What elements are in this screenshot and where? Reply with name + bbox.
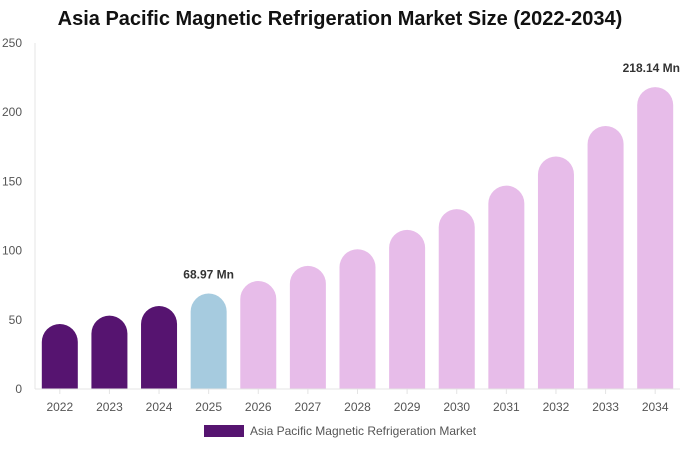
legend-swatch: [203, 425, 244, 437]
x-axis: 2022 2023 2024 2025 2026 2027 2028 2029 2030 2031…: [35, 388, 680, 414]
x-tick-label: 2030: [443, 400, 470, 414]
x-tick-label: 2022: [46, 400, 73, 414]
y-tick-label: 100: [2, 244, 22, 258]
x-tick-label: 2028: [344, 400, 371, 414]
x-tick-label: 2031: [493, 400, 520, 414]
chart-title: Asia Pacific Magnetic Refrigeration Mark…: [57, 8, 623, 30]
x-tick-label: 2024: [146, 400, 173, 414]
bar-2028: [339, 249, 376, 389]
bar-2029: [389, 229, 426, 389]
x-tick-label: 2025: [195, 400, 222, 414]
bar-2022: [41, 323, 78, 389]
y-tick-label: 250: [2, 36, 22, 50]
data-labels-group: 68.97 Mn 218.14 Mn: [183, 61, 680, 281]
bar-2027: [289, 265, 326, 389]
bar-2025: [190, 293, 227, 389]
bar-2034: [637, 87, 674, 389]
legend-label: Asia Pacific Magnetic Refrigeration Mark…: [249, 424, 477, 438]
data-label: 218.14 Mn: [623, 61, 680, 75]
bar-2032: [537, 156, 574, 389]
data-label: 68.97 Mn: [183, 268, 234, 282]
x-tick-label: 2034: [642, 400, 669, 414]
y-tick-label: 50: [9, 313, 23, 327]
y-axis: 0 50 100 150 200 250: [2, 36, 36, 396]
bars-group: [41, 87, 674, 390]
bar-2031: [488, 185, 525, 389]
x-tick-label: 2032: [543, 400, 570, 414]
y-tick-label: 200: [2, 105, 22, 119]
bar-2023: [91, 315, 128, 389]
x-tick-label: 2033: [592, 400, 619, 414]
bar-2033: [587, 126, 624, 390]
bar-2024: [141, 305, 178, 389]
y-tick-label: 150: [2, 174, 22, 188]
x-tick-label: 2023: [96, 400, 123, 414]
bar-2026: [240, 281, 277, 389]
x-tick-label: 2026: [245, 400, 272, 414]
legend: Asia Pacific Magnetic Refrigeration Mark…: [0, 424, 680, 438]
x-tick-label: 2027: [295, 400, 322, 414]
y-tick-label: 0: [15, 382, 22, 396]
bar-2030: [438, 209, 475, 389]
x-tick-label: 2029: [394, 400, 421, 414]
